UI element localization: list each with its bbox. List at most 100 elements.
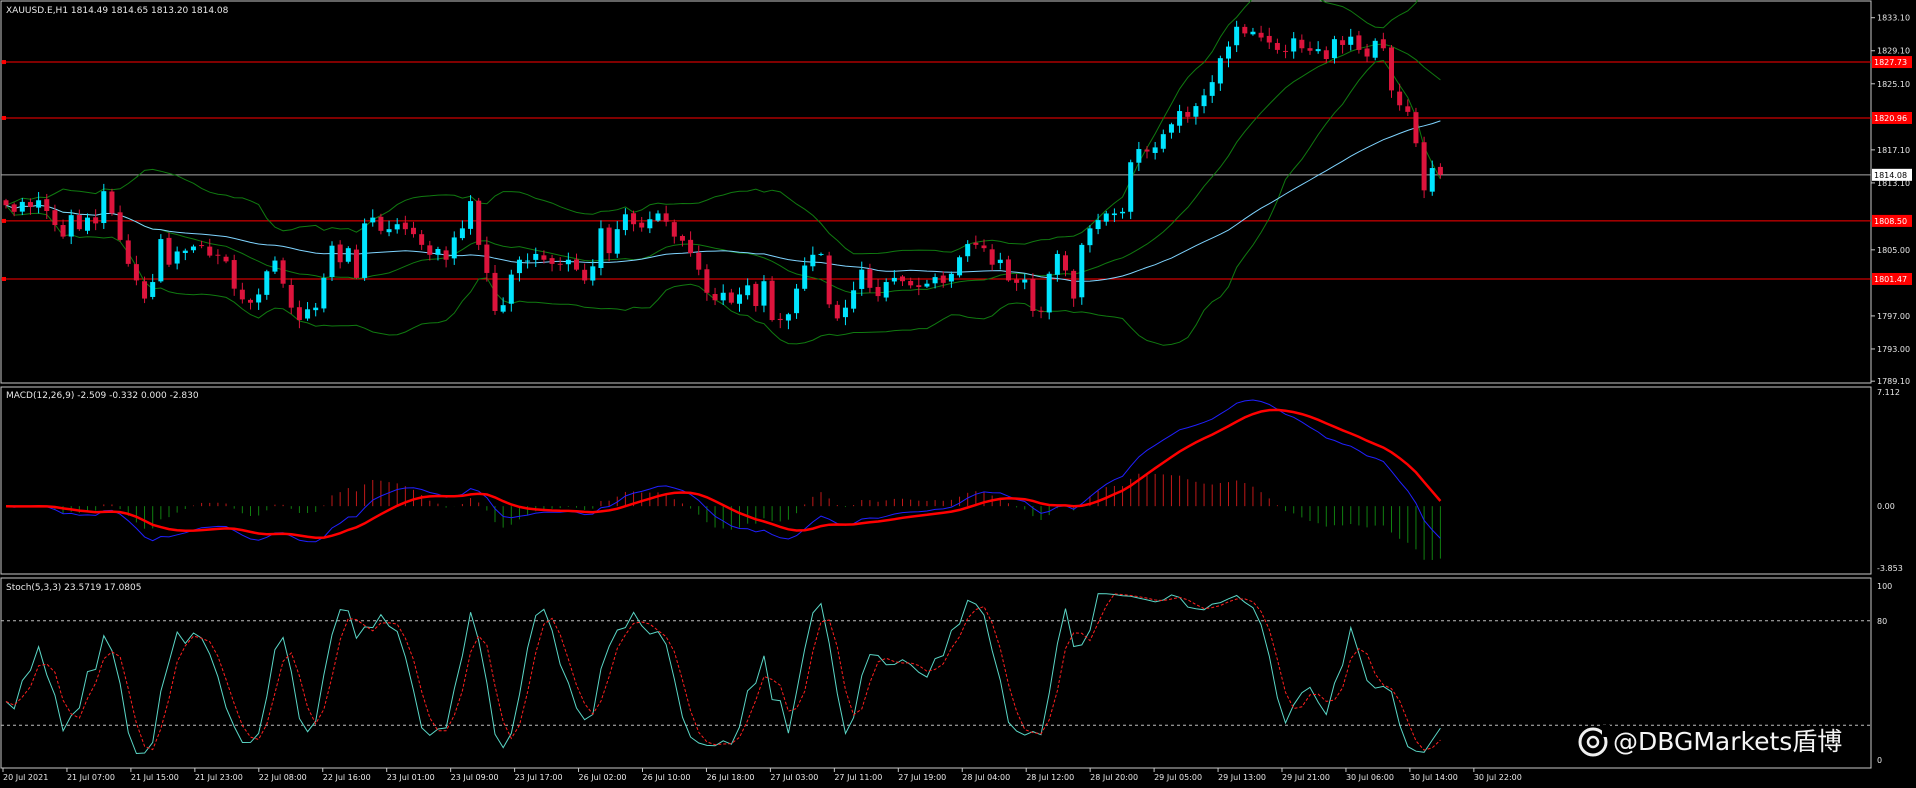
stoch-tick-label: 0 xyxy=(1877,756,1882,765)
candle-body xyxy=(883,282,889,298)
candle-body xyxy=(851,290,857,309)
candle-body xyxy=(1209,82,1215,96)
candle-body xyxy=(720,292,726,301)
candle-body xyxy=(1136,149,1142,163)
candle-body xyxy=(411,227,416,235)
candle-body xyxy=(655,213,661,221)
candle-body xyxy=(891,277,897,282)
time-tick-label: 23 Jul 01:00 xyxy=(387,773,435,782)
candle-body xyxy=(1421,142,1427,191)
price-tick-label: 1825.10 xyxy=(1877,80,1910,89)
candle-body xyxy=(997,259,1003,264)
candle-body xyxy=(85,217,90,231)
candle-body xyxy=(712,294,718,301)
candle-body xyxy=(761,281,767,306)
candle-body xyxy=(948,273,954,282)
candle-body xyxy=(321,277,327,309)
candle-body xyxy=(745,285,751,296)
candle-body xyxy=(582,269,588,281)
price-tick-label: 1833.10 xyxy=(1877,14,1910,23)
candle-body xyxy=(1030,278,1036,311)
time-tick-label: 29 Jul 21:00 xyxy=(1282,773,1330,782)
time-tick-label: 30 Jul 06:00 xyxy=(1346,773,1394,782)
candle-body xyxy=(565,259,571,265)
price-axes: 1833.10 1829.10 1825.10 1817.10 1813.10 1805.… xyxy=(1871,14,1910,386)
candle-body xyxy=(1152,147,1158,153)
candle-body xyxy=(313,307,319,311)
candle-body xyxy=(362,223,368,278)
candle-body xyxy=(728,292,734,303)
time-tick-label: 26 Jul 02:00 xyxy=(579,773,627,782)
candle-body xyxy=(272,260,278,272)
candle-body xyxy=(785,314,791,321)
candle-body xyxy=(834,304,840,319)
candle-body xyxy=(1144,149,1150,152)
candle-body xyxy=(1046,273,1052,313)
candle-body xyxy=(296,307,302,321)
main-panel-frame[interactable] xyxy=(0,0,1872,384)
candle-body xyxy=(1283,50,1289,52)
time-tick-label: 27 Jul 19:00 xyxy=(898,773,946,782)
candle-body xyxy=(101,191,107,224)
macd-tick-label: 7.112 xyxy=(1877,388,1900,397)
candle-body xyxy=(932,277,938,284)
candle-body xyxy=(1177,111,1183,126)
candle-body xyxy=(1120,211,1126,214)
candle-body xyxy=(1397,91,1403,106)
price-tick-label: 1789.10 xyxy=(1877,377,1910,386)
candle-body xyxy=(826,255,832,305)
time-tick-label: 23 Jul 09:00 xyxy=(451,773,499,782)
stoch-main-line xyxy=(5,593,1441,755)
candle-body xyxy=(394,224,400,230)
time-tick-label: 20 Jul 2021 xyxy=(3,773,48,782)
candle-body xyxy=(533,253,539,260)
candle-body xyxy=(867,269,873,288)
candle-body xyxy=(484,244,490,273)
macd-signal-line xyxy=(5,408,1442,539)
candle-body xyxy=(468,201,474,229)
macd-tick-label: -3.853 xyxy=(1877,564,1903,573)
macd-panel-frame[interactable] xyxy=(0,386,1872,575)
candle-body xyxy=(1038,310,1044,312)
candle-body xyxy=(93,217,99,224)
candle-body xyxy=(525,260,531,262)
candle-body xyxy=(215,254,221,256)
candle-body xyxy=(1128,162,1134,212)
candle-body xyxy=(248,299,253,303)
candle-body xyxy=(1193,106,1199,117)
level-price-label: 1827.73 xyxy=(1874,58,1907,67)
stoch-panel-frame[interactable] xyxy=(0,577,1872,769)
candle-body xyxy=(1022,279,1028,283)
candle-body xyxy=(1160,134,1166,149)
candle-body xyxy=(443,250,449,260)
candle-body xyxy=(492,272,498,311)
candle-body xyxy=(158,239,164,282)
candle-body xyxy=(190,246,196,251)
level-price-label: 1808.50 xyxy=(1874,217,1907,226)
candle-body xyxy=(402,222,408,230)
candle-body xyxy=(1323,50,1329,59)
candle-body xyxy=(1014,279,1020,283)
candle-body xyxy=(182,250,188,253)
candle-body xyxy=(166,237,172,265)
candle-body xyxy=(231,260,237,289)
weibo-logo-icon xyxy=(1578,725,1610,757)
candles xyxy=(3,20,1443,330)
candle-body xyxy=(508,274,514,304)
level-price-box xyxy=(1872,272,1912,285)
candle-body xyxy=(1095,220,1101,230)
candle-body xyxy=(639,222,645,228)
candle-body xyxy=(859,269,865,289)
level-marker xyxy=(2,115,6,120)
candle-body xyxy=(916,285,922,287)
candle-body xyxy=(647,219,653,229)
price-tick-label: 1829.10 xyxy=(1877,47,1910,56)
candle-body xyxy=(516,259,522,274)
candle-body xyxy=(965,244,971,257)
candle-body xyxy=(989,249,995,265)
price-tick-label: 1805.00 xyxy=(1877,246,1910,255)
stoch-panel-header: Stoch(5,3,3) 23.5719 17.0805 xyxy=(6,583,141,593)
candle-body xyxy=(1005,259,1011,281)
candle-body xyxy=(1348,36,1354,45)
